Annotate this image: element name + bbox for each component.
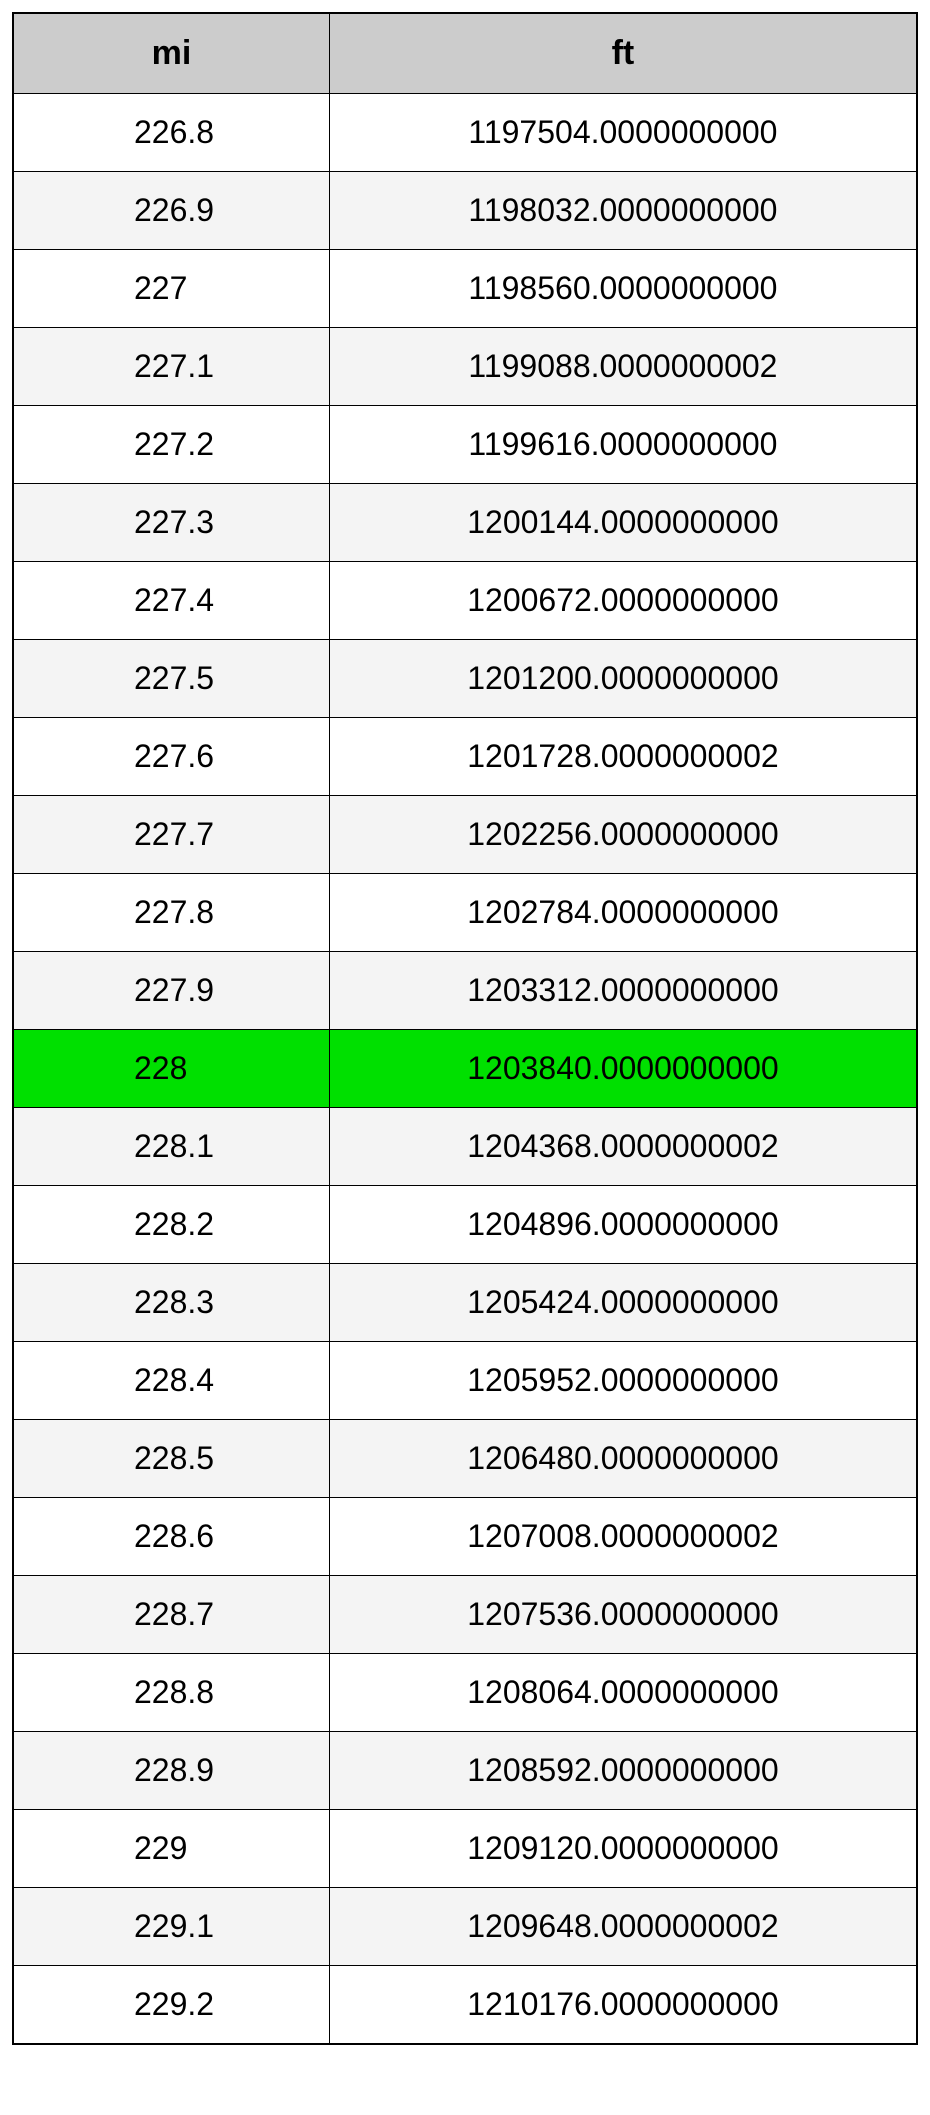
table-row: 227.51201200.0000000000: [13, 640, 917, 718]
conversion-table: mi ft 226.81197504.0000000000226.9119803…: [12, 12, 918, 2045]
table-row: 229.21210176.0000000000: [13, 1966, 917, 2045]
cell-ft: 1198032.0000000000: [329, 172, 917, 250]
cell-ft: 1202256.0000000000: [329, 796, 917, 874]
table-row: 227.91203312.0000000000: [13, 952, 917, 1030]
cell-ft: 1202784.0000000000: [329, 874, 917, 952]
table-row: 2291209120.0000000000: [13, 1810, 917, 1888]
column-header-ft: ft: [329, 13, 917, 94]
cell-mi: 228.8: [13, 1654, 329, 1732]
cell-ft: 1199088.0000000002: [329, 328, 917, 406]
cell-ft: 1201728.0000000002: [329, 718, 917, 796]
table-row: 2281203840.0000000000: [13, 1030, 917, 1108]
cell-ft: 1207536.0000000000: [329, 1576, 917, 1654]
cell-mi: 227.3: [13, 484, 329, 562]
table-row: 228.51206480.0000000000: [13, 1420, 917, 1498]
table-row: 228.11204368.0000000002: [13, 1108, 917, 1186]
cell-mi: 227: [13, 250, 329, 328]
table-row: 227.31200144.0000000000: [13, 484, 917, 562]
cell-mi: 228.6: [13, 1498, 329, 1576]
cell-mi: 227.7: [13, 796, 329, 874]
cell-mi: 228.5: [13, 1420, 329, 1498]
table-row: 226.81197504.0000000000: [13, 94, 917, 172]
cell-ft: 1208064.0000000000: [329, 1654, 917, 1732]
table-row: 227.71202256.0000000000: [13, 796, 917, 874]
cell-mi: 227.5: [13, 640, 329, 718]
cell-ft: 1200672.0000000000: [329, 562, 917, 640]
table-row: 226.91198032.0000000000: [13, 172, 917, 250]
cell-ft: 1209648.0000000002: [329, 1888, 917, 1966]
table-row: 228.21204896.0000000000: [13, 1186, 917, 1264]
table-body: 226.81197504.0000000000226.91198032.0000…: [13, 94, 917, 2045]
table-row: 228.91208592.0000000000: [13, 1732, 917, 1810]
cell-ft: 1204896.0000000000: [329, 1186, 917, 1264]
cell-ft: 1200144.0000000000: [329, 484, 917, 562]
table-row: 228.71207536.0000000000: [13, 1576, 917, 1654]
cell-ft: 1199616.0000000000: [329, 406, 917, 484]
cell-mi: 229.2: [13, 1966, 329, 2045]
cell-ft: 1197504.0000000000: [329, 94, 917, 172]
cell-ft: 1207008.0000000002: [329, 1498, 917, 1576]
table-row: 228.41205952.0000000000: [13, 1342, 917, 1420]
cell-mi: 226.8: [13, 94, 329, 172]
cell-ft: 1205424.0000000000: [329, 1264, 917, 1342]
table-row: 228.31205424.0000000000: [13, 1264, 917, 1342]
cell-mi: 226.9: [13, 172, 329, 250]
cell-ft: 1204368.0000000002: [329, 1108, 917, 1186]
cell-ft: 1203840.0000000000: [329, 1030, 917, 1108]
cell-ft: 1210176.0000000000: [329, 1966, 917, 2045]
table-row: 227.11199088.0000000002: [13, 328, 917, 406]
cell-mi: 227.1: [13, 328, 329, 406]
cell-mi: 227.4: [13, 562, 329, 640]
cell-mi: 227.8: [13, 874, 329, 952]
table-header-row: mi ft: [13, 13, 917, 94]
table-row: 227.61201728.0000000002: [13, 718, 917, 796]
table-row: 227.21199616.0000000000: [13, 406, 917, 484]
table-row: 227.81202784.0000000000: [13, 874, 917, 952]
cell-mi: 227.6: [13, 718, 329, 796]
cell-mi: 227.9: [13, 952, 329, 1030]
cell-ft: 1209120.0000000000: [329, 1810, 917, 1888]
cell-ft: 1203312.0000000000: [329, 952, 917, 1030]
cell-mi: 228.3: [13, 1264, 329, 1342]
table-row: 228.61207008.0000000002: [13, 1498, 917, 1576]
cell-mi: 228.4: [13, 1342, 329, 1420]
table-row: 228.81208064.0000000000: [13, 1654, 917, 1732]
cell-mi: 228: [13, 1030, 329, 1108]
cell-ft: 1198560.0000000000: [329, 250, 917, 328]
table-row: 2271198560.0000000000: [13, 250, 917, 328]
cell-mi: 228.1: [13, 1108, 329, 1186]
cell-mi: 227.2: [13, 406, 329, 484]
cell-mi: 228.2: [13, 1186, 329, 1264]
cell-ft: 1206480.0000000000: [329, 1420, 917, 1498]
column-header-mi: mi: [13, 13, 329, 94]
cell-mi: 228.7: [13, 1576, 329, 1654]
cell-mi: 229: [13, 1810, 329, 1888]
cell-mi: 228.9: [13, 1732, 329, 1810]
cell-ft: 1201200.0000000000: [329, 640, 917, 718]
table-row: 227.41200672.0000000000: [13, 562, 917, 640]
cell-ft: 1208592.0000000000: [329, 1732, 917, 1810]
cell-ft: 1205952.0000000000: [329, 1342, 917, 1420]
cell-mi: 229.1: [13, 1888, 329, 1966]
table-row: 229.11209648.0000000002: [13, 1888, 917, 1966]
